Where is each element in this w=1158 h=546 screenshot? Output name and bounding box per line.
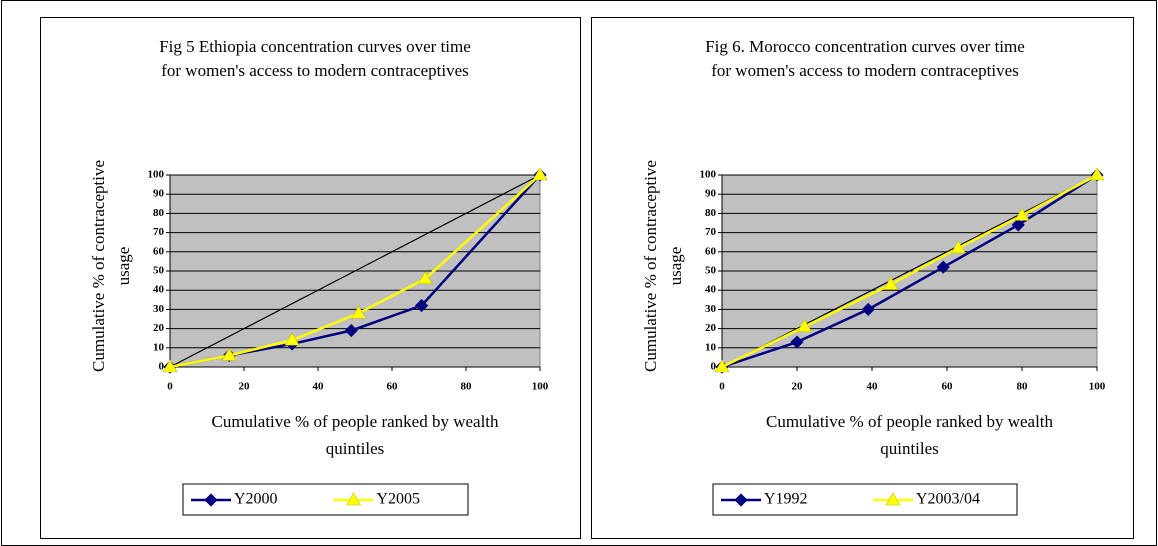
data-point [936,260,950,274]
equality-line [721,174,1098,368]
data-point [204,493,218,507]
y-tick-label: 50 [153,265,165,277]
x-tick-label: 40 [313,381,325,393]
y-axis-label: usage [114,247,133,286]
legend-label: Y2005 [377,491,421,508]
chart: Fig 6. Morocco concentration curves over… [641,37,1106,516]
x-tick-label: 100 [532,381,549,393]
data-point [883,276,899,290]
x-tick-label: 80 [1017,381,1029,393]
data-point [351,305,367,319]
data-point [284,332,300,346]
y-tick-label: 40 [153,284,165,296]
y-tick-label: 70 [705,226,717,238]
x-axis-label: quintiles [326,439,385,458]
legend-label: Y1992 [764,491,808,508]
data-point [345,492,362,506]
y-tick-label: 60 [153,245,165,257]
data-point [796,319,813,332]
y-tick-label: 0 [711,361,717,373]
y-tick-label: 10 [153,341,165,353]
x-tick-label: 20 [239,381,251,393]
data-point [162,359,178,373]
chart-title: Fig 5 Ethiopia concentration curves over… [159,37,471,56]
equality-line [169,174,541,368]
series-line [721,173,1098,369]
data-point [861,302,875,316]
y-tick-label: 80 [705,207,717,219]
data-point [790,335,804,349]
series-line [169,174,541,369]
chart: Fig 5 Ethiopia concentration curves over… [89,37,549,516]
y-tick-label: 90 [153,188,165,200]
y-tick-label: 0 [159,361,165,373]
data-point [885,492,901,506]
y-tick-label: 30 [153,303,165,315]
chart-title: for women's access to modern contracepti… [161,61,469,80]
data-point [950,240,966,254]
y-tick-label: 100 [700,169,717,181]
y-tick-label: 30 [705,303,717,315]
data-point [1014,207,1030,221]
x-tick-label: 20 [792,381,804,393]
chart-title: Fig 6. Morocco concentration curves over… [705,37,1025,56]
data-point [532,167,548,181]
y-tick-label: 50 [705,265,717,277]
series-line [721,173,1098,369]
y-axis-label: Cumulative % of contraceptive [89,160,108,372]
x-tick-label: 0 [167,381,173,393]
data-point [344,323,358,338]
x-tick-label: 80 [461,381,473,393]
y-tick-label: 100 [148,169,165,181]
data-point [221,347,237,361]
y-tick-label: 80 [153,207,165,219]
data-point [1089,167,1105,181]
y-axis-label: Cumulative % of contraceptive [641,160,660,372]
y-tick-label: 70 [153,226,165,238]
x-tick-label: 40 [867,381,879,393]
x-axis-label: Cumulative % of people ranked by wealth [766,412,1054,431]
data-point [415,298,429,313]
data-point [417,271,433,284]
y-tick-label: 40 [705,284,717,296]
legend-box [712,483,1018,516]
x-axis-label: Cumulative % of people ranked by wealth [211,412,499,431]
y-tick-label: 10 [705,341,717,353]
legend-label: Y2000 [234,491,278,508]
data-point [1011,218,1025,232]
y-tick-label: 20 [153,322,165,334]
x-tick-label: 60 [942,381,954,393]
data-point [714,359,730,373]
y-tick-label: 20 [705,322,717,334]
x-tick-label: 100 [1089,381,1106,393]
x-axis-label: quintiles [880,439,939,458]
x-tick-label: 60 [387,381,399,393]
x-tick-label: 0 [719,381,725,393]
chart-title: for women's access to modern contracepti… [711,61,1019,80]
legend-label: Y2003/04 [916,491,980,508]
y-axis-label: usage [666,247,685,286]
y-tick-label: 60 [705,245,717,257]
y-tick-label: 90 [705,188,717,200]
data-point [734,493,748,507]
